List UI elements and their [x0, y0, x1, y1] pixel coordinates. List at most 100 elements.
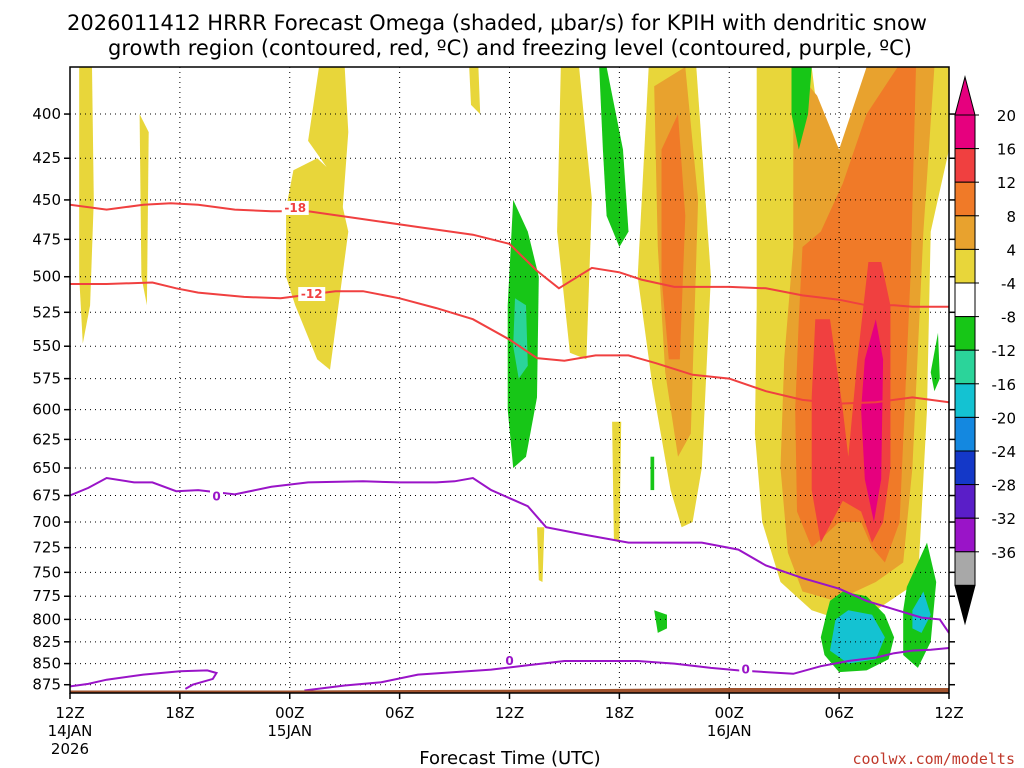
y-tick-label-700: 700: [32, 513, 61, 531]
x-axis-label: Forecast Time (UTC): [419, 748, 600, 768]
contour-label-1: -12: [301, 287, 323, 301]
colorbar-bottom-arrow: [954, 584, 976, 626]
colorbar-bin-6: [954, 316, 976, 351]
x-tick-date-0: 14JAN: [48, 722, 93, 740]
chart-title-line2: growth region (contoured, red, ºC) and f…: [108, 36, 912, 60]
x-tick-label-1: 18Z: [165, 704, 194, 722]
dgz-contour-1: [70, 281, 949, 405]
x-tick-label-8: 12Z: [934, 704, 963, 722]
colorbar-bin-9: [954, 416, 976, 452]
colorbar-bin-0: [954, 114, 976, 150]
colorbar-label-3: 8: [1006, 208, 1016, 226]
omega-region-21: [654, 610, 667, 633]
contour-label-3: 0: [505, 654, 513, 668]
colorbar-label-0: 20: [997, 107, 1016, 125]
colorbar-bin-10: [954, 450, 976, 486]
y-tick-label-775: 775: [32, 587, 61, 605]
omega-region-17: [513, 298, 528, 379]
colorbar-label-10: -24: [992, 443, 1017, 461]
contour-label-bg-0: [281, 200, 309, 215]
colorbar-bin-1: [954, 148, 976, 183]
x-tick-date-2: 15JAN: [267, 722, 312, 740]
y-tick-label-575: 575: [32, 370, 61, 388]
y-tick-label-550: 550: [32, 337, 61, 355]
y-tick-label-825: 825: [32, 633, 61, 651]
x-tick-year-0: 2026: [51, 740, 89, 758]
omega-region-5: [557, 67, 592, 360]
contour-label-bg-4: [739, 662, 753, 677]
x-tick-label-3: 06Z: [385, 704, 414, 722]
colorbar-label-7: -12: [992, 342, 1017, 360]
dgz-contour-0: [70, 202, 949, 308]
y-tick-label-600: 600: [32, 401, 61, 419]
y-tick-label-525: 525: [32, 303, 61, 321]
y-tick-label-400: 400: [32, 105, 61, 123]
colorbar-bin-11: [954, 484, 976, 519]
contour-label-0: -18: [284, 201, 306, 215]
omega-region-20: [650, 456, 655, 491]
colorbar-bin-8: [954, 383, 976, 418]
terrain-fill: [70, 688, 949, 693]
colorbar: 20 16 12 8 4 -4 -8 -12 -16 -20 -24 -28 -32 -36: [954, 75, 1017, 626]
omega-region-6: [537, 527, 545, 582]
y-tick-label-675: 675: [32, 487, 61, 505]
freezing-contour-3: [70, 669, 219, 690]
omega-region-25: [912, 591, 931, 633]
colorbar-bin-7: [954, 349, 976, 385]
colorbar-label-1: 16: [997, 141, 1016, 159]
colorbar-label-5: -4: [1001, 275, 1016, 293]
colorbar-bin-13: [954, 551, 976, 586]
y-tick-label-850: 850: [32, 655, 61, 673]
credit-text: coolwx.com/modelts: [852, 750, 1015, 768]
contour-label-bg-1: [298, 287, 326, 302]
colorbar-bin-4: [954, 248, 976, 284]
colorbar-label-11: -28: [992, 477, 1017, 495]
colorbar-label-4: 4: [1006, 241, 1016, 259]
contour-label-4: 0: [742, 663, 750, 677]
x-tick-label-6: 00Z: [715, 704, 744, 722]
colorbar-label-2: 12: [997, 174, 1016, 192]
colorbar-top-arrow: [954, 75, 976, 116]
omega-region-1: [139, 114, 149, 306]
omega-region-4: [469, 67, 481, 115]
omega-region-3: [308, 67, 349, 232]
y-tick-label-875: 875: [32, 676, 61, 694]
omega-region-0: [79, 67, 94, 344]
terrain-band: [70, 688, 949, 693]
contour-lines: -18 -12 0 0 0: [70, 200, 949, 692]
colorbar-bin-3: [954, 215, 976, 250]
omega-region-26: [930, 332, 940, 392]
y-tick-label-450: 450: [32, 191, 61, 209]
chart-title-line1: 2026011412 HRRR Forecast Omega (shaded, …: [67, 11, 927, 35]
contour-label-bg-2: [210, 489, 223, 504]
x-tick-label-0: 12Z: [55, 704, 84, 722]
x-tick-label-5: 18Z: [605, 704, 634, 722]
y-axis: 400 425 450 475 500 525 550 575 600 625 650 675 700 7…: [32, 105, 955, 694]
omega-region-23: [830, 610, 885, 664]
y-tick-label-500: 500: [32, 268, 61, 286]
colorbar-bin-2: [954, 181, 976, 217]
contour-label-bg-3: [503, 654, 516, 669]
omega-shading: [79, 67, 949, 673]
y-tick-label-750: 750: [32, 563, 61, 581]
colorbar-label-8: -16: [992, 376, 1017, 394]
y-tick-label-625: 625: [32, 430, 61, 448]
y-tick-label-475: 475: [32, 230, 61, 248]
x-tick-label-4: 12Z: [495, 704, 524, 722]
omega-region-10: [661, 114, 686, 360]
plot-area: -18 -12 0 0 0: [69, 66, 950, 694]
omega-region-18: [599, 67, 629, 247]
freezing-contour-4: [304, 647, 949, 692]
colorbar-label-13: -36: [992, 544, 1017, 562]
omega-region-15: [861, 319, 884, 522]
contour-label-2: 0: [212, 490, 220, 504]
x-tick-label-7: 06Z: [824, 704, 853, 722]
colorbar-label-9: -20: [992, 409, 1017, 427]
y-tick-label-725: 725: [32, 539, 61, 557]
x-tick-date-6: 16JAN: [707, 722, 752, 740]
colorbar-bin-12: [954, 517, 976, 553]
colorbar-label-6: -8: [1001, 309, 1016, 327]
freezing-contour-2: [70, 476, 949, 634]
